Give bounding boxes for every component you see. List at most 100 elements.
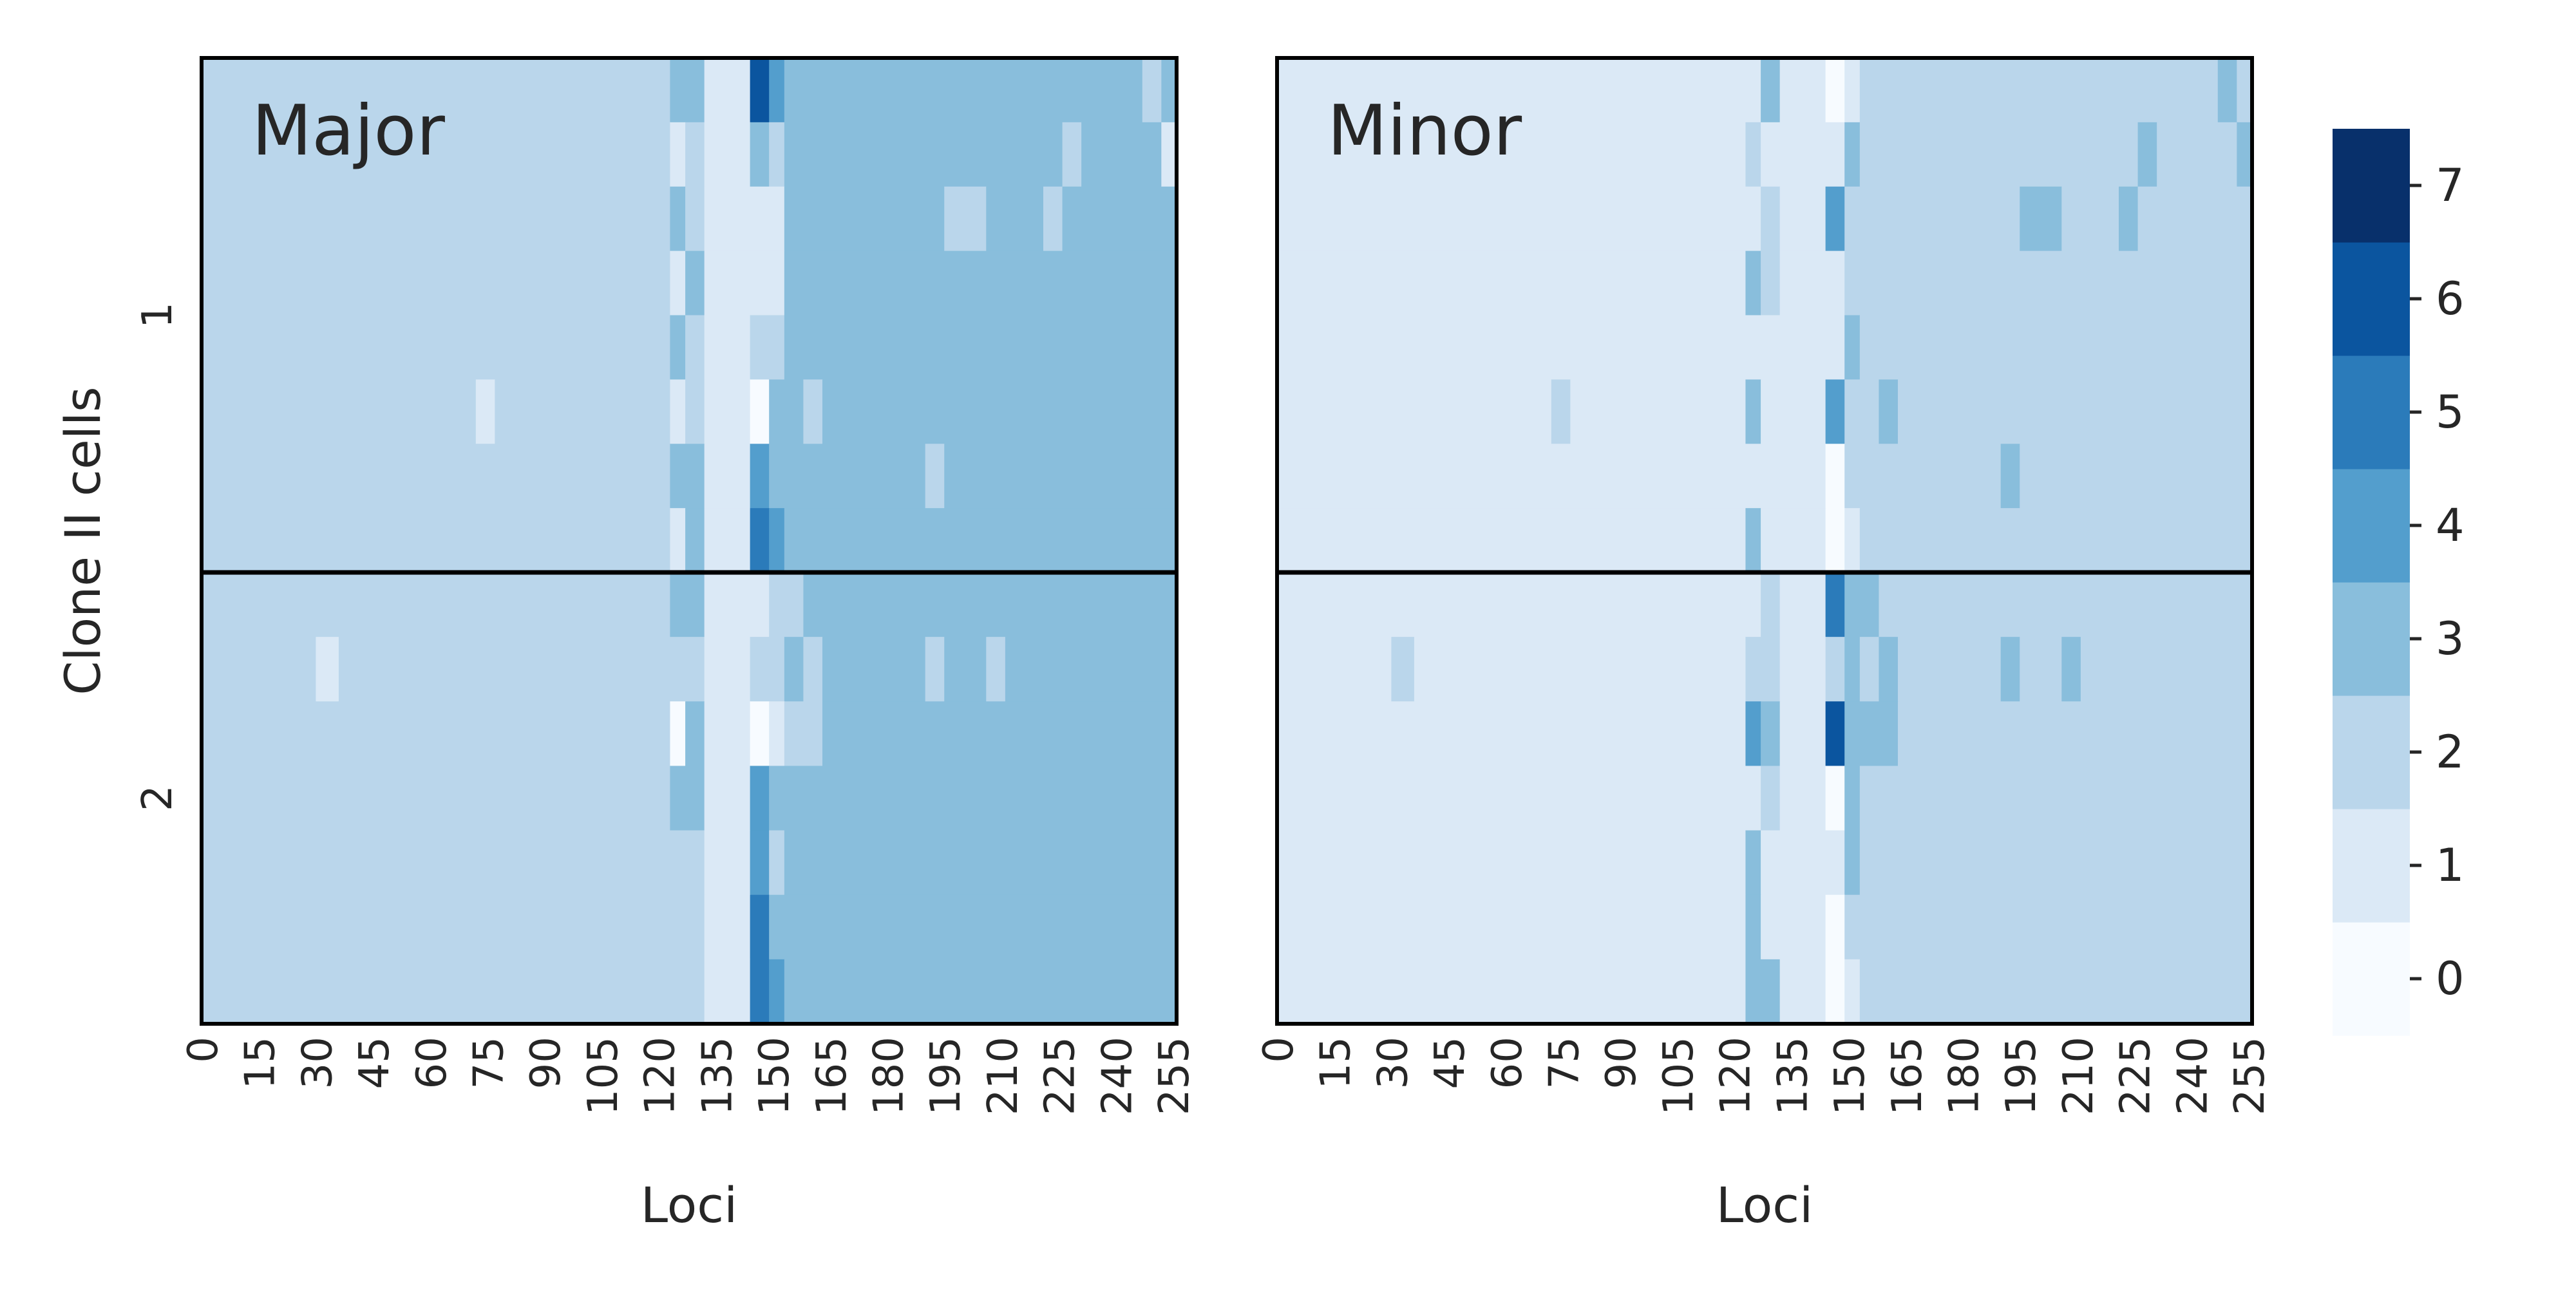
colorbar-tick-label: 6 xyxy=(2436,272,2465,325)
colorbar-swatch xyxy=(2333,922,2410,1036)
heatmap-cell-run xyxy=(2000,637,2020,702)
heatmap-cell-run xyxy=(685,379,705,444)
x-axis-label: Loci xyxy=(1716,1176,1813,1234)
x-tick-label: 240 xyxy=(1094,1037,1141,1115)
heatmap-cell-run xyxy=(2237,122,2253,187)
heatmap-cell-run xyxy=(202,250,671,316)
x-tick-label: 150 xyxy=(751,1037,799,1115)
heatmap-cell-run xyxy=(1844,186,2020,252)
heatmap-cell-run xyxy=(1779,186,1826,252)
heatmap-cell-run xyxy=(2020,637,2062,702)
heatmap-cell-run xyxy=(750,637,785,702)
heatmap-cell-run xyxy=(769,122,785,187)
heatmap-cell-run xyxy=(2217,58,2237,123)
heatmap-cell-run xyxy=(784,701,823,767)
heatmap-cell-run xyxy=(495,379,671,444)
heatmap-cell-run xyxy=(1779,58,1826,123)
heatmap-cell-run xyxy=(1879,572,2253,637)
heatmap-cell-run xyxy=(1761,186,1781,252)
heatmap-cell-run xyxy=(1897,637,2002,702)
row-axis-label: Clone II cells xyxy=(54,386,111,695)
x-tick-label: 135 xyxy=(1769,1037,1817,1115)
heatmap-cell-run xyxy=(1844,379,1880,444)
heatmap-cell-run xyxy=(2000,444,2020,509)
heatmap-cell-run xyxy=(1859,766,2253,831)
heatmap-cell-run xyxy=(1844,572,1880,637)
heatmap-cell-run xyxy=(944,186,987,252)
heatmap-cell-run xyxy=(202,315,671,380)
heatmap-cell-run xyxy=(704,701,751,767)
x-tick-label: 255 xyxy=(1151,1037,1198,1115)
x-tick-label: 60 xyxy=(1484,1037,1531,1089)
heatmap-cell-run xyxy=(986,186,1044,252)
heatmap-cell-run xyxy=(769,58,785,123)
heatmap-cell-run xyxy=(1844,701,1899,767)
heatmap-cell-run xyxy=(2119,186,2139,252)
heatmap-cell-run xyxy=(750,315,785,380)
heatmap-cell-run xyxy=(1844,315,1861,380)
heatmap-cell-run xyxy=(202,766,671,831)
heatmap-cell-run xyxy=(202,444,671,509)
heatmap-cell-run xyxy=(1745,508,1761,573)
heatmap-cell-run xyxy=(1062,122,1082,187)
heatmap-cell-run xyxy=(1825,186,1845,252)
heatmap-cell-run xyxy=(1844,122,1861,187)
heatmap-cell-run xyxy=(784,186,945,252)
heatmap-cell-run xyxy=(986,637,1006,702)
heatmap-cell-run xyxy=(769,766,1177,831)
heatmap-cell-run xyxy=(202,122,671,187)
heatmap-cell-run xyxy=(704,572,770,637)
heatmap-cell-run xyxy=(750,508,770,573)
x-tick-label: 120 xyxy=(637,1037,685,1115)
heatmap-cell-run xyxy=(202,508,671,573)
heatmap-cell-run xyxy=(769,379,804,444)
heatmap-cell-run xyxy=(1844,766,1861,831)
heatmap-cell-run xyxy=(1844,58,1861,123)
heatmap-cell-run xyxy=(784,250,1177,316)
heatmap-cell-run xyxy=(822,637,926,702)
heatmap-cell-run xyxy=(1859,637,1880,702)
x-tick-label: 90 xyxy=(1598,1037,1645,1089)
heatmap-cell-run xyxy=(704,58,751,123)
heatmap-cell-run xyxy=(769,508,785,573)
heatmap-cell-run xyxy=(803,379,823,444)
heatmap-cell-run xyxy=(685,315,705,380)
x-tick-label: 225 xyxy=(2112,1037,2160,1115)
x-tick-label: 105 xyxy=(580,1037,627,1115)
heatmap-cell-run xyxy=(1825,508,1845,573)
heatmap-cell-run xyxy=(1897,379,2253,444)
heatmap-cell-run xyxy=(2061,186,2119,252)
x-tick-label: 210 xyxy=(2055,1037,2103,1115)
heatmap-cell-run xyxy=(202,830,705,896)
heatmap-cell-run xyxy=(1779,572,1826,637)
heatmap-cell-run xyxy=(1062,186,1177,252)
heatmap-cell-run xyxy=(1161,58,1177,123)
heatmap-cell-run xyxy=(1277,58,1761,123)
heatmap-cell-run xyxy=(1761,766,1781,831)
heatmap-cell-run xyxy=(1859,508,2253,573)
heatmap-cell-run xyxy=(1844,894,2253,960)
x-tick-label: 0 xyxy=(1255,1037,1303,1063)
heatmap-cell-run xyxy=(1142,58,1162,123)
heatmap-cell-run xyxy=(704,508,751,573)
heatmap-cell-run xyxy=(202,58,671,123)
heatmap-cell-run xyxy=(202,572,671,637)
heatmap-cell-run xyxy=(1745,379,1761,444)
heatmap-cell-run xyxy=(925,444,945,509)
heatmap-cell-run xyxy=(704,379,751,444)
colorbar-tick-label: 7 xyxy=(2436,159,2465,212)
heatmap-cell-run xyxy=(1897,701,2253,767)
heatmap-cell-run xyxy=(784,959,1177,1024)
heatmap-cell-run xyxy=(338,637,705,702)
heatmap-cell-run xyxy=(685,186,705,252)
heatmap-cell-run xyxy=(1277,379,1552,444)
heatmap-cell-run xyxy=(1761,58,1781,123)
heatmap-cell-run xyxy=(202,379,477,444)
heatmap-cell-run xyxy=(750,444,770,509)
heatmap-cell-run xyxy=(1414,637,1747,702)
heatmap-cell-run xyxy=(1825,379,1845,444)
